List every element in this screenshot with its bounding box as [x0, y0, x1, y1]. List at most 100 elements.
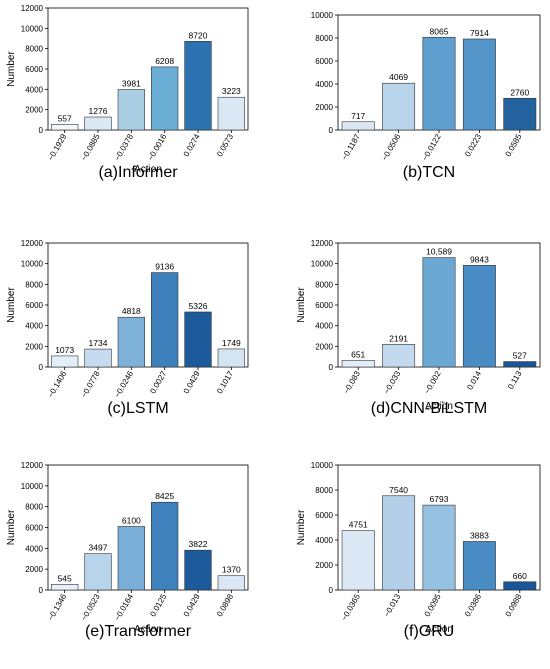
- x-tick-label: −0.0122: [420, 132, 443, 162]
- bar: [341, 121, 375, 131]
- bar-value-label: 8720: [189, 30, 208, 40]
- bar: [382, 344, 416, 368]
- y-axis-title: Number: [6, 509, 17, 545]
- x-tick-label: −0.002: [423, 369, 443, 395]
- x-tick-label: −0.013: [382, 592, 402, 618]
- panel-caption: (b)TCN: [403, 164, 455, 181]
- y-tick-label: 12000: [21, 239, 44, 248]
- bar-value-label: 717: [351, 111, 365, 121]
- y-tick-label: 10000: [311, 260, 334, 269]
- bar-value-label: 557: [58, 113, 72, 123]
- x-tick-label: 0.0898: [215, 592, 235, 618]
- y-tick-label: 8000: [25, 503, 43, 512]
- bar: [462, 264, 496, 368]
- y-tick-label: 4000: [315, 536, 333, 545]
- y-tick-label: 6000: [25, 524, 43, 533]
- bar: [422, 257, 456, 368]
- bar-value-label: 1734: [89, 338, 108, 348]
- bar-value-label: 3497: [89, 543, 108, 553]
- bar: [51, 584, 79, 591]
- bar: [151, 501, 179, 591]
- bar: [184, 41, 212, 131]
- bar: [84, 348, 112, 368]
- x-axis-title: Action: [134, 164, 162, 175]
- x-tick-label: 0.0274: [182, 132, 202, 158]
- y-tick-label: 2000: [25, 565, 43, 574]
- y-tick-label: 0: [329, 126, 334, 135]
- y-tick-label: 2000: [25, 342, 43, 351]
- x-tick-label: −0.0885: [79, 132, 102, 162]
- panel-caption: (d)CNN-BiLSTM: [371, 400, 487, 417]
- y-tick-label: 10000: [21, 482, 44, 491]
- x-tick-label: −0.0365: [340, 592, 363, 622]
- y-tick-label: 2000: [315, 103, 333, 112]
- x-tick-label: −0.0778: [79, 369, 102, 399]
- y-tick-label: 10000: [311, 461, 334, 470]
- bar: [217, 575, 245, 591]
- x-axis-title: Action: [425, 624, 453, 635]
- bar-value-label: 1749: [222, 338, 241, 348]
- y-tick-label: 0: [39, 126, 44, 135]
- x-tick-label: 0.0988: [504, 592, 524, 618]
- bar-value-label: 9843: [470, 254, 489, 264]
- y-tick-label: 10000: [21, 24, 44, 33]
- y-tick-label: 4000: [315, 80, 333, 89]
- chart-panel-5: 0 2000 4000 6000 8000 10000 12000 545 −0.1346 349…: [6, 461, 249, 640]
- y-axis-title: Number: [296, 287, 307, 323]
- x-axis-title: Action: [425, 401, 453, 412]
- x-tick-label: 0.0125: [148, 592, 168, 618]
- panel-caption: (e)Transformer: [85, 623, 192, 640]
- bar: [84, 116, 112, 131]
- bar: [503, 361, 537, 368]
- bar: [341, 359, 375, 368]
- bar: [117, 89, 145, 131]
- bar-value-label: 6100: [122, 515, 141, 525]
- bar: [151, 66, 179, 131]
- bar-value-label: 10,589: [426, 247, 452, 257]
- x-tick-label: 0.0429: [182, 592, 202, 618]
- bar: [462, 38, 496, 131]
- y-tick-label: 0: [329, 586, 334, 595]
- y-tick-label: 8000: [25, 45, 43, 54]
- x-tick-label: 0.014: [465, 369, 483, 391]
- y-tick-label: 4000: [25, 544, 43, 553]
- y-tick-label: 4000: [315, 322, 333, 331]
- bar: [503, 581, 537, 591]
- x-tick-label: −0.1346: [46, 592, 69, 622]
- bar-value-label: 7914: [470, 28, 489, 38]
- x-tick-label: 0.0573: [215, 132, 235, 158]
- bar: [151, 272, 179, 368]
- bar-value-label: 3223: [222, 86, 241, 96]
- x-tick-label: 0.113: [506, 369, 524, 391]
- y-tick-label: 6000: [315, 511, 333, 520]
- bar: [462, 541, 496, 591]
- bar-value-label: 651: [351, 349, 365, 359]
- x-tick-label: 0.0386: [463, 592, 483, 618]
- bar-value-label: 2760: [510, 87, 529, 97]
- x-tick-label: 0.0223: [463, 132, 483, 158]
- x-tick-label: −0.0246: [113, 369, 136, 399]
- x-tick-label: 0.0429: [182, 369, 202, 395]
- chart-panel-4: 0 2000 4000 6000 8000 10000 12000 651 −0.083 2191…: [296, 239, 541, 417]
- y-tick-label: 12000: [311, 239, 334, 248]
- y-tick-label: 8000: [315, 486, 333, 495]
- y-axis-title: Number: [296, 509, 307, 545]
- bar-value-label: 5326: [189, 301, 208, 311]
- bar: [184, 311, 212, 368]
- bar-value-label: 3822: [189, 539, 208, 549]
- x-tick-label: −0.033: [382, 369, 402, 395]
- bar: [341, 530, 375, 591]
- bar-value-label: 1276: [89, 106, 108, 116]
- bar: [382, 495, 416, 591]
- y-tick-label: 6000: [25, 65, 43, 74]
- bar-value-label: 8425: [155, 491, 174, 501]
- plot-frame: [47, 464, 249, 591]
- bar-value-label: 6208: [155, 56, 174, 66]
- bar-value-label: 7540: [389, 485, 408, 495]
- panel-caption: (a)Informer: [98, 164, 178, 181]
- x-tick-label: −0.1406: [46, 369, 69, 399]
- bar-value-label: 6793: [430, 494, 449, 504]
- y-tick-label: 8000: [25, 280, 43, 289]
- bar-value-label: 8065: [430, 26, 449, 36]
